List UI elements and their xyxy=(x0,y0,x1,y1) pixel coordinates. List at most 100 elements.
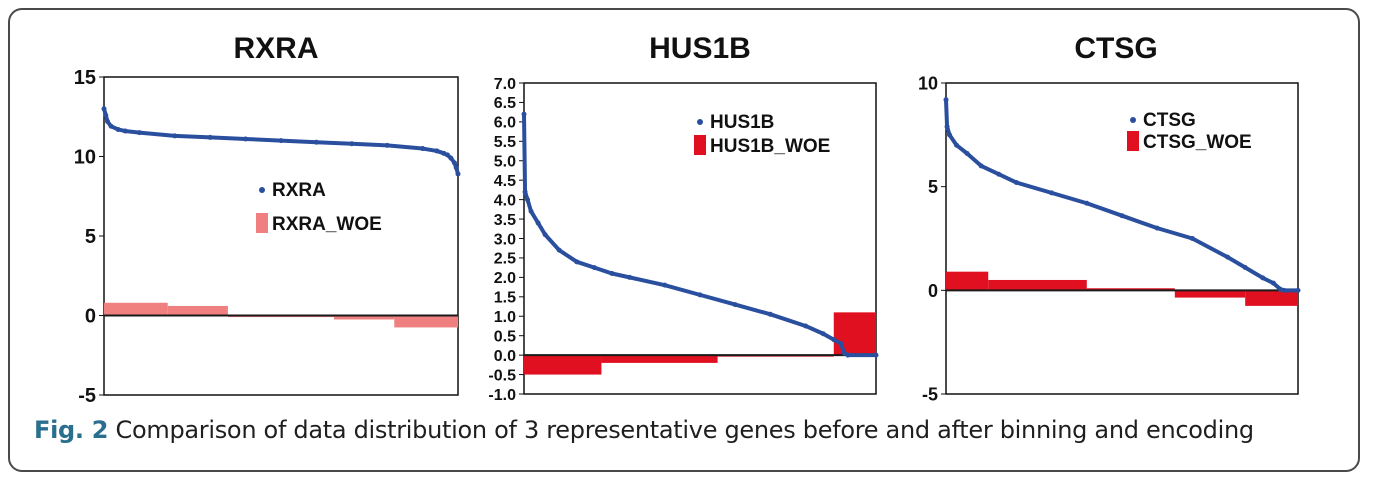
y-tick-label: 1.0 xyxy=(494,309,516,326)
woe-bar xyxy=(1174,290,1246,298)
data-point xyxy=(944,124,950,130)
data-point xyxy=(525,197,531,203)
y-tick-label: 0 xyxy=(928,281,938,301)
plot-area-ctsg xyxy=(945,82,1299,395)
data-point xyxy=(1281,287,1287,293)
legend-label-hus1b: HUS1B xyxy=(710,112,774,133)
data-point xyxy=(574,259,580,265)
figure-caption: Fig. 2 Comparison of data distribution o… xyxy=(34,416,1254,444)
data-point xyxy=(384,142,390,148)
y-tick-label: 4.5 xyxy=(494,173,516,190)
data-point xyxy=(732,302,738,308)
legend-label-rxra-woe: RXRA_WOE xyxy=(272,214,382,235)
y-tick-label: 0 xyxy=(85,306,96,328)
data-point xyxy=(542,232,548,238)
woe-bar xyxy=(104,302,168,316)
legend-marker-hus1b xyxy=(697,119,703,125)
y-tick-label: 3.5 xyxy=(494,212,516,229)
data-point xyxy=(448,155,454,161)
data-point xyxy=(453,165,459,171)
data-point xyxy=(845,352,851,358)
y-tick-label: 3.0 xyxy=(494,231,516,248)
woe-bar xyxy=(394,315,458,328)
data-point xyxy=(420,146,426,152)
y-tick-label: -5 xyxy=(78,385,96,407)
data-point xyxy=(101,106,107,112)
data-point xyxy=(455,171,461,177)
y-tick-label: 2.5 xyxy=(494,251,516,268)
series-line-ctsg xyxy=(944,97,1300,293)
y-tick-label: 0.0 xyxy=(494,348,516,365)
y-tick-label: 6.0 xyxy=(494,115,516,132)
data-point xyxy=(978,163,984,169)
woe-bar xyxy=(524,355,602,375)
caption-text: Comparison of data distribution of 3 rep… xyxy=(115,416,1255,444)
legend-label-ctsg: CTSG xyxy=(1143,110,1196,131)
data-point xyxy=(947,132,953,138)
data-point xyxy=(105,119,111,125)
woe-bar xyxy=(334,315,395,320)
data-point xyxy=(954,142,960,148)
data-point xyxy=(103,112,109,118)
y-tick-label: -1.0 xyxy=(488,387,516,404)
y-tick-label: 6.5 xyxy=(494,95,516,112)
data-point xyxy=(831,337,837,343)
data-point xyxy=(522,189,528,195)
data-point xyxy=(434,148,440,154)
data-point xyxy=(1084,200,1090,206)
woe-bar xyxy=(833,312,876,356)
legend-label-rxra: RXRA xyxy=(272,180,326,201)
legend-marker-ctsg-woe xyxy=(1127,131,1139,151)
data-point xyxy=(1013,180,1019,186)
data-point xyxy=(1260,275,1266,281)
y-tick-label: 15 xyxy=(74,67,96,89)
data-point xyxy=(444,152,450,158)
data-point xyxy=(803,323,809,329)
y-tick-label: 2.0 xyxy=(494,270,516,287)
data-point xyxy=(996,171,1002,177)
data-point xyxy=(1225,254,1231,260)
data-point xyxy=(838,340,844,346)
plot-area-hus1b xyxy=(523,82,877,395)
y-tick-label: -5 xyxy=(922,384,938,404)
data-point xyxy=(556,247,562,253)
data-point xyxy=(122,128,128,134)
caption-label: Fig. 2 xyxy=(34,416,109,444)
data-point xyxy=(313,139,319,145)
woe-bar xyxy=(988,279,1087,291)
woe-bar xyxy=(1086,288,1175,291)
y-tick-label: 5.0 xyxy=(494,154,516,171)
data-point xyxy=(1270,280,1276,286)
data-point xyxy=(521,111,527,117)
data-point xyxy=(662,282,668,288)
chart-title-ctsg: CTSG xyxy=(1074,32,1157,65)
legend-label-hus1b-woe: HUS1B_WOE xyxy=(710,136,830,157)
data-point xyxy=(697,292,703,298)
y-tick-label: 4.0 xyxy=(494,192,516,209)
data-point xyxy=(943,97,949,103)
legend-marker-ctsg xyxy=(1130,117,1136,123)
data-point xyxy=(278,138,284,144)
data-point xyxy=(108,123,114,129)
data-point xyxy=(609,270,615,276)
y-tick-label: 5 xyxy=(85,226,96,248)
y-tick-label: -0.5 xyxy=(488,367,516,384)
data-point xyxy=(115,126,121,132)
woe-bar xyxy=(1245,290,1298,306)
y-tick-label: 1.5 xyxy=(494,290,516,307)
data-point xyxy=(349,141,355,147)
legend-label-ctsg-woe: CTSG_WOE xyxy=(1143,132,1252,153)
y-tick-label: 10 xyxy=(74,147,96,169)
data-point xyxy=(1295,287,1301,293)
data-point xyxy=(1242,265,1248,271)
y-tick-label: 10 xyxy=(918,73,938,93)
data-point xyxy=(964,150,970,156)
data-point xyxy=(535,220,541,226)
chart-title-rxra: RXRA xyxy=(233,32,318,65)
woe-bar xyxy=(946,271,989,291)
data-point xyxy=(767,311,773,317)
plot-area-rxra xyxy=(103,76,459,396)
data-point xyxy=(1119,213,1125,219)
data-point xyxy=(451,160,457,166)
data-point xyxy=(591,265,597,271)
